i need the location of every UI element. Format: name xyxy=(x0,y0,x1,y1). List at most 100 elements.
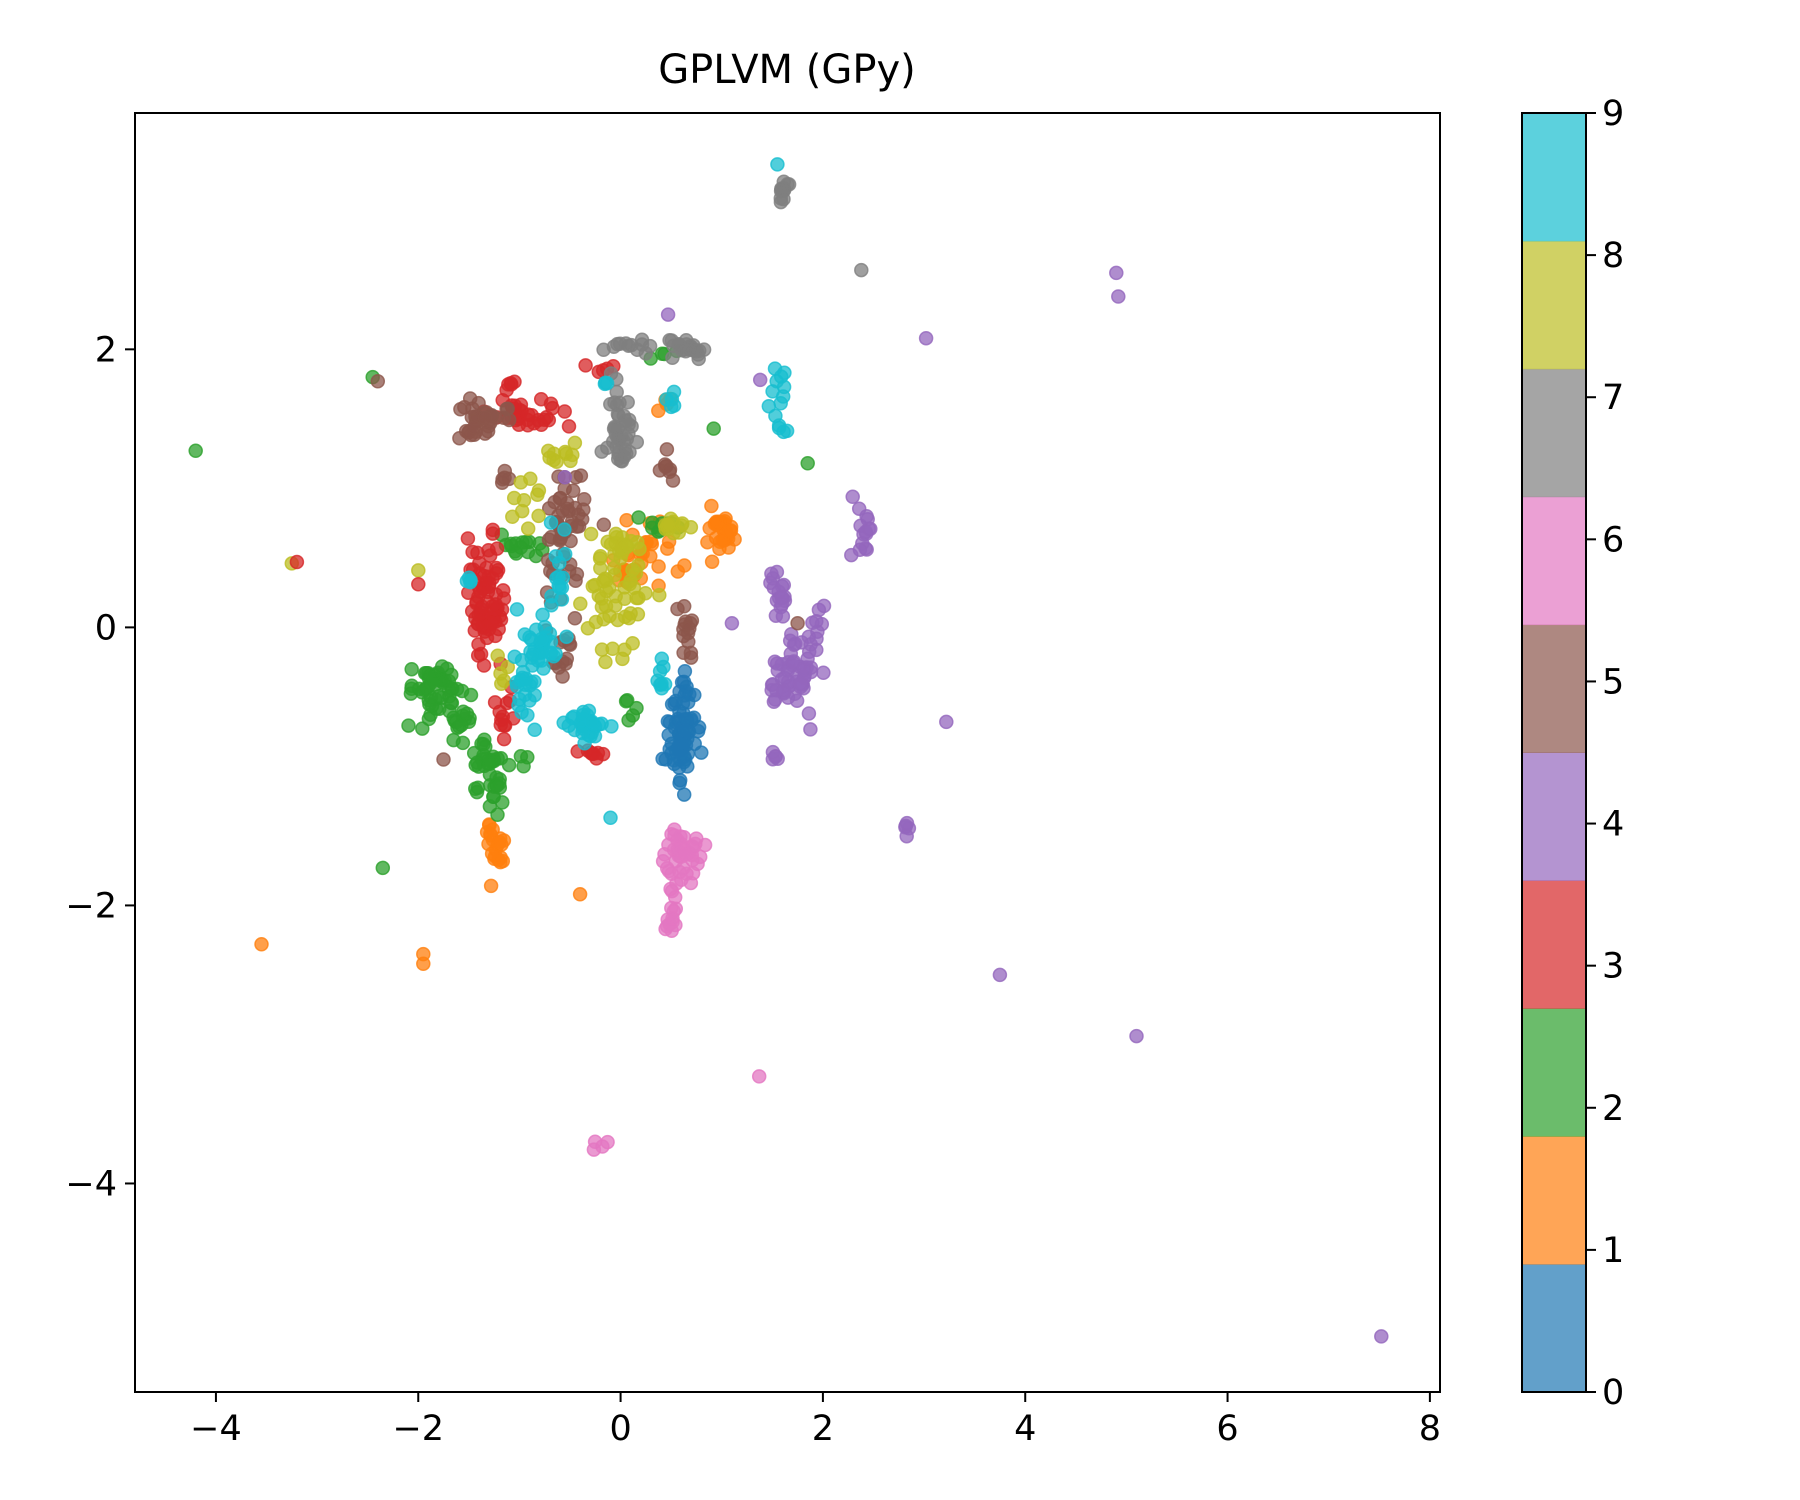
data-point xyxy=(625,636,640,651)
data-point xyxy=(490,648,505,663)
colorbar-tick-label: 9 xyxy=(1602,94,1624,134)
data-point xyxy=(816,665,831,681)
data-point xyxy=(482,817,497,833)
data-point xyxy=(592,551,608,566)
data-point xyxy=(618,694,634,709)
data-point xyxy=(487,695,503,710)
data-point xyxy=(553,490,568,506)
colorbar-tick-label: 4 xyxy=(1602,805,1624,845)
data-point xyxy=(531,483,547,498)
data-point xyxy=(561,503,576,519)
x-tick-label: 8 xyxy=(1419,1409,1441,1449)
data-point xyxy=(664,923,679,939)
data-point xyxy=(436,752,451,767)
data-point xyxy=(485,522,501,538)
data-point xyxy=(619,513,634,528)
data-point xyxy=(466,420,482,435)
data-point xyxy=(642,338,658,354)
data-point xyxy=(606,421,622,437)
data-point xyxy=(603,810,618,826)
data-point xyxy=(675,516,690,531)
data-point xyxy=(421,711,437,727)
data-point xyxy=(651,403,666,419)
data-point xyxy=(531,508,546,524)
data-point xyxy=(863,521,878,537)
data-point xyxy=(629,342,645,358)
data-point xyxy=(918,330,934,346)
data-point xyxy=(487,849,503,864)
data-point xyxy=(764,566,779,581)
data-point xyxy=(567,611,583,626)
y-tick-label: −2 xyxy=(65,886,117,926)
x-tick-label: −2 xyxy=(392,1409,444,1449)
data-point xyxy=(816,598,832,614)
data-point xyxy=(188,443,203,459)
data-point xyxy=(670,564,686,579)
data-point xyxy=(616,433,631,449)
data-point xyxy=(689,343,704,358)
colorbar-segment xyxy=(1522,1008,1586,1137)
data-point xyxy=(606,560,622,576)
data-point xyxy=(776,379,792,395)
data-point xyxy=(666,398,682,413)
data-point xyxy=(604,719,619,734)
colorbar-tick-label: 6 xyxy=(1602,520,1624,560)
chart-title: GPLVM (GPy) xyxy=(658,47,916,93)
data-point xyxy=(411,577,426,592)
data-point xyxy=(460,531,476,546)
data-point xyxy=(629,700,644,716)
x-tick-label: 6 xyxy=(1216,1409,1238,1449)
data-point xyxy=(401,718,416,733)
data-point xyxy=(706,421,721,436)
data-point xyxy=(442,703,457,719)
data-point xyxy=(596,517,612,533)
data-point xyxy=(610,612,625,628)
data-point xyxy=(463,687,479,703)
data-point xyxy=(899,815,915,831)
data-point xyxy=(773,396,788,411)
data-point xyxy=(596,612,611,627)
data-point xyxy=(572,887,588,902)
data-point xyxy=(678,847,693,862)
data-point xyxy=(591,588,607,604)
data-point xyxy=(700,534,715,550)
y-tick-label: 2 xyxy=(95,330,117,370)
data-point xyxy=(575,725,590,741)
data-point xyxy=(854,262,869,278)
data-point xyxy=(551,578,566,593)
data-point xyxy=(557,546,573,562)
data-point xyxy=(660,541,675,556)
data-point xyxy=(626,580,642,596)
data-point xyxy=(663,881,678,897)
x-tick-label: −4 xyxy=(190,1409,242,1449)
data-point xyxy=(780,177,795,192)
data-point xyxy=(715,533,730,548)
colorbar-tick-label: 8 xyxy=(1602,236,1624,276)
data-point xyxy=(546,648,561,664)
data-point xyxy=(661,517,676,532)
data-point xyxy=(666,384,682,400)
data-point xyxy=(609,384,624,400)
data-point xyxy=(453,402,468,417)
data-point xyxy=(776,577,792,593)
data-point xyxy=(520,707,535,723)
data-point xyxy=(852,542,868,558)
data-point xyxy=(569,519,585,534)
data-point xyxy=(583,526,599,542)
data-point xyxy=(497,470,512,486)
data-point xyxy=(468,757,483,773)
data-point xyxy=(484,615,500,631)
data-point xyxy=(661,863,677,879)
data-point xyxy=(801,706,817,721)
data-point xyxy=(775,609,791,624)
data-point xyxy=(992,967,1008,983)
data-point xyxy=(455,735,471,751)
colorbar-segment xyxy=(1522,1136,1586,1265)
data-point xyxy=(774,589,789,605)
data-point xyxy=(416,956,431,972)
y-tick-label: 0 xyxy=(95,608,117,648)
data-point xyxy=(428,677,444,692)
data-point xyxy=(520,407,536,422)
data-point xyxy=(597,376,613,392)
y-axis: −4 −2 0 2 xyxy=(65,330,135,1204)
